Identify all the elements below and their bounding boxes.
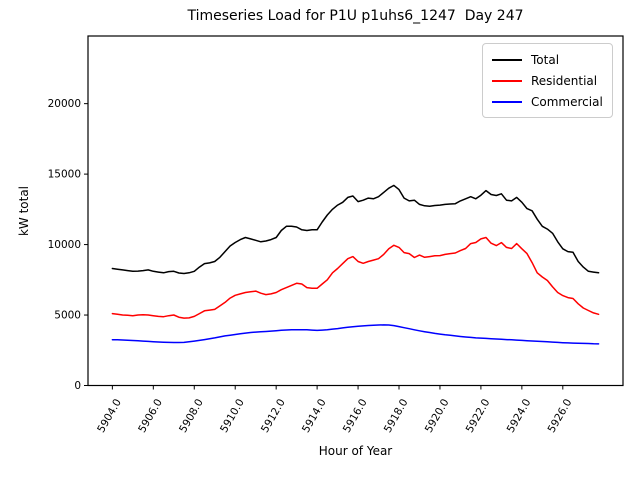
series-line-commercial <box>111 324 600 345</box>
x-tick-label: 5920.0 <box>423 397 452 435</box>
x-tick-label: 5926.0 <box>546 397 575 435</box>
legend-entry-commercial: Commercial <box>492 91 603 112</box>
legend-entry-residential: Residential <box>492 70 603 91</box>
legend-line-sample-total <box>492 58 522 61</box>
y-tick-label: 0 <box>74 380 81 392</box>
x-tick-label: 5916.0 <box>341 397 370 435</box>
legend-label-residential: Residential <box>531 73 598 88</box>
y-tick-label: 5000 <box>54 310 81 322</box>
legend-label-commercial: Commercial <box>531 94 603 109</box>
legend: Total Residential Commercial <box>482 43 613 118</box>
x-tick-label: 5908.0 <box>177 397 206 435</box>
legend-entry-total: Total <box>492 49 603 70</box>
series-line-residential <box>111 236 600 319</box>
legend-line-sample-commercial <box>492 100 522 103</box>
chart-title: Timeseries Load for P1U p1uhs6_1247 Day … <box>187 8 524 24</box>
plot-frame <box>87 35 624 387</box>
y-tick-label: 10000 <box>48 239 81 251</box>
x-tick-label: 5914.0 <box>300 397 329 435</box>
x-tick-label: 5910.0 <box>218 397 247 435</box>
y-axis-label: kW total <box>17 185 31 237</box>
x-tick-label: 5912.0 <box>259 397 288 435</box>
x-tick-label: 5918.0 <box>382 397 411 435</box>
x-tick-label: 5904.0 <box>95 397 124 435</box>
x-axis-label: Hour of Year <box>318 444 393 458</box>
y-tick-label: 20000 <box>48 98 81 110</box>
x-tick-label: 5922.0 <box>464 397 493 435</box>
legend-line-sample-residential <box>492 79 522 82</box>
legend-label-total: Total <box>531 52 560 67</box>
y-tick-label: 15000 <box>48 169 81 181</box>
series-line-total <box>111 184 600 275</box>
x-tick-label: 5906.0 <box>136 397 165 435</box>
x-tick-label: 5924.0 <box>505 397 534 435</box>
